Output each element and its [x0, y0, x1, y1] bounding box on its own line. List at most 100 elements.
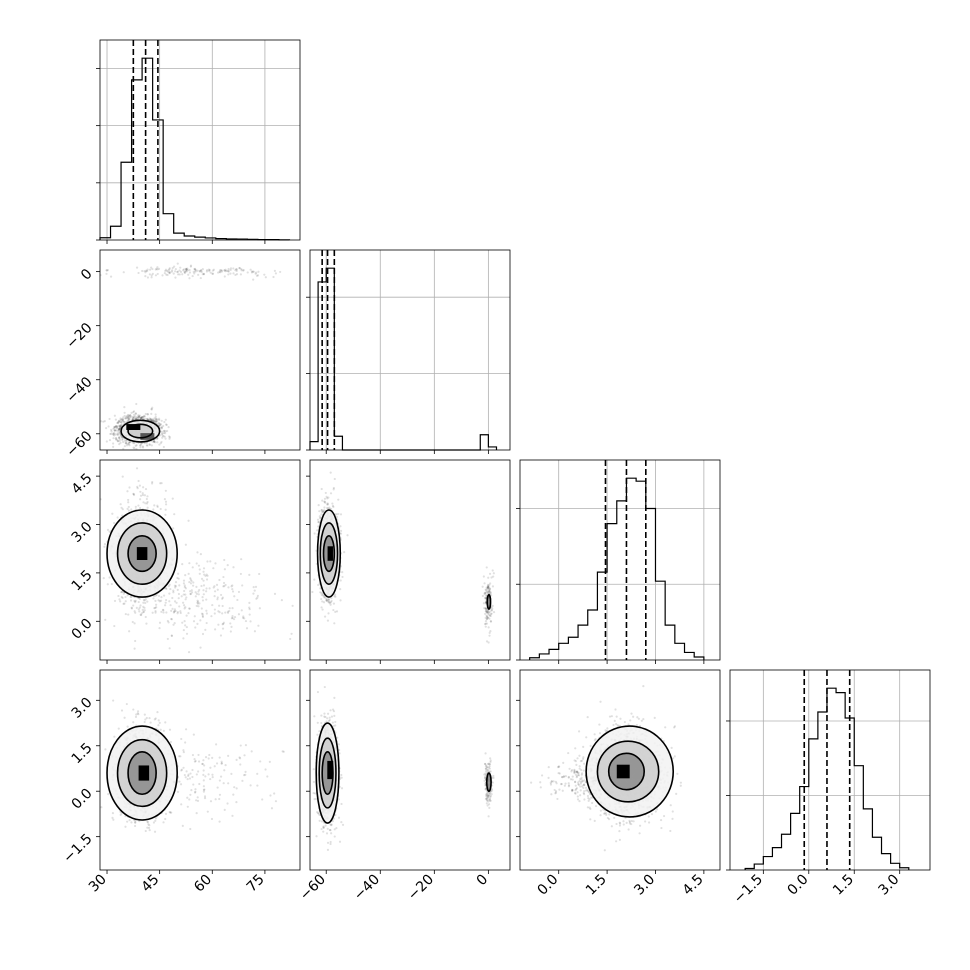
sample-point	[117, 594, 120, 598]
sample-point	[116, 516, 119, 519]
sample-point	[119, 441, 122, 444]
sample-point	[139, 494, 143, 497]
sample-point	[258, 607, 261, 610]
sample-point	[187, 651, 191, 654]
sample-point	[160, 426, 164, 429]
sample-point	[138, 415, 141, 418]
sample-point	[185, 268, 188, 272]
sample-point	[226, 802, 229, 805]
sample-point	[327, 496, 330, 499]
sample-point	[116, 432, 119, 435]
sample-point	[202, 567, 206, 570]
sample-point	[150, 482, 154, 485]
sample-point	[220, 762, 223, 765]
sample-point	[189, 264, 193, 267]
sample-point	[113, 432, 116, 435]
contour-line-2	[116, 522, 168, 585]
sample-point	[146, 444, 149, 447]
sample-point	[485, 611, 489, 614]
sample-point	[169, 604, 172, 607]
sample-point	[488, 617, 491, 620]
sample-point	[202, 584, 206, 587]
sample-point	[196, 602, 200, 605]
sample-point	[153, 417, 156, 420]
sample-point	[323, 497, 327, 500]
sample-point	[121, 418, 125, 421]
sample-point	[332, 505, 335, 508]
sample-point	[216, 598, 219, 601]
sample-point	[205, 621, 208, 625]
sample-point	[145, 269, 148, 272]
sample-point	[145, 444, 148, 447]
sample-point	[202, 589, 205, 592]
sample-point	[180, 803, 183, 806]
sample-point	[135, 713, 138, 716]
sample-point	[149, 418, 152, 421]
sample-point	[137, 608, 140, 611]
sample-point	[248, 573, 251, 577]
sample-point	[205, 609, 208, 612]
sample-point	[168, 267, 171, 270]
sample-point	[213, 595, 216, 598]
sample-point	[196, 600, 200, 603]
sample-point	[133, 610, 136, 613]
sample-point	[134, 415, 137, 418]
sample-point	[248, 606, 251, 609]
sample-point	[160, 610, 163, 613]
sample-point	[162, 431, 165, 435]
sample-point	[178, 605, 181, 608]
sample-point	[339, 599, 342, 602]
sample-point	[332, 602, 336, 605]
density-core-1	[126, 424, 141, 430]
sample-point	[152, 419, 155, 422]
sample-point	[176, 576, 179, 580]
sample-point	[484, 607, 487, 610]
sample-point	[200, 584, 203, 588]
sample-point	[487, 576, 490, 579]
sample-point	[331, 504, 335, 507]
sample-point	[234, 273, 237, 277]
sample-point	[194, 626, 197, 629]
sample-point	[280, 599, 283, 602]
sample-point	[489, 629, 492, 633]
sample-point	[116, 429, 119, 432]
sample-point	[164, 418, 167, 421]
sample-point	[143, 442, 146, 445]
sample-point	[171, 266, 174, 270]
sample-point	[155, 603, 158, 606]
sample-point	[146, 495, 149, 498]
sample-point	[224, 268, 227, 271]
sample-point	[146, 413, 149, 416]
sample-point	[198, 270, 202, 273]
sample-point	[273, 592, 277, 596]
sample-point	[484, 610, 488, 613]
sample-point	[124, 612, 127, 616]
sample-point	[144, 601, 147, 605]
sample-point	[273, 269, 276, 273]
sample-point	[484, 622, 487, 625]
sample-point	[238, 757, 242, 760]
sample-point	[339, 525, 342, 528]
sample-point	[112, 699, 115, 702]
sample-point	[185, 614, 188, 617]
sample-point	[161, 608, 165, 611]
sample-point	[142, 598, 145, 601]
sample-point	[138, 484, 141, 487]
sample-point	[121, 418, 124, 421]
sample-point	[241, 779, 244, 782]
sample-point	[187, 774, 190, 777]
sample-point	[186, 269, 189, 272]
sample-point	[128, 415, 131, 418]
sample-point	[161, 274, 164, 277]
sample-point	[253, 630, 257, 633]
sample-point	[215, 743, 218, 746]
sample-point	[195, 562, 198, 565]
sample-point	[135, 447, 138, 450]
sample-point	[183, 589, 186, 593]
sample-point	[117, 424, 120, 427]
sample-point	[219, 269, 223, 272]
sample-point	[127, 498, 130, 502]
sample-point	[169, 740, 173, 744]
sample-point	[488, 591, 491, 594]
sample-point	[145, 622, 148, 625]
